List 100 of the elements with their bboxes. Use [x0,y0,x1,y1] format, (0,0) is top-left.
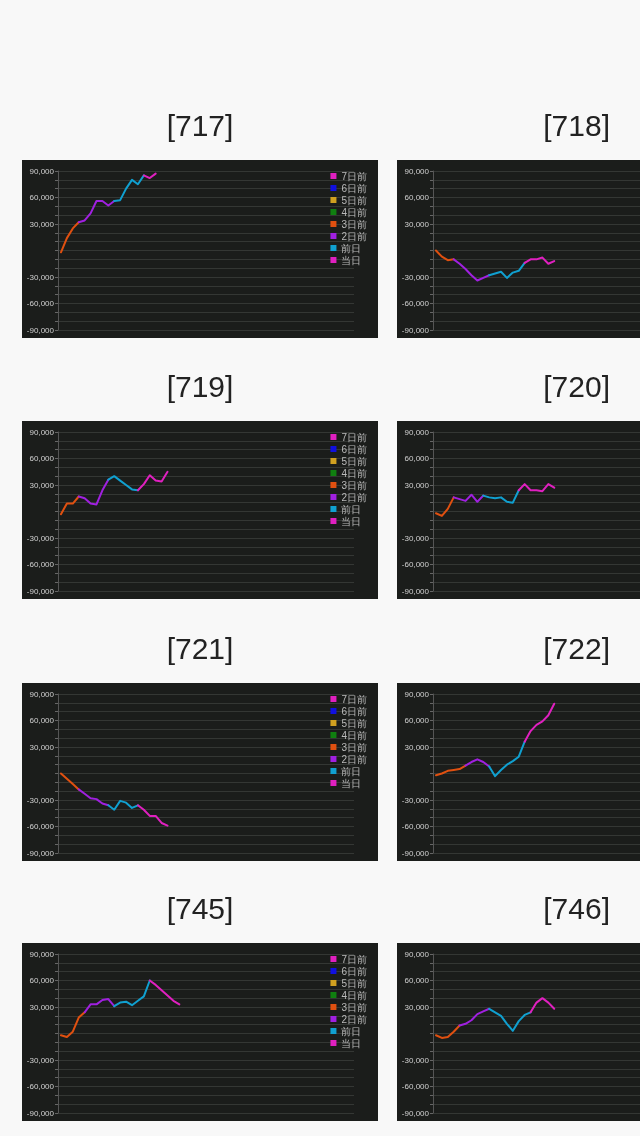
y-tick-label: 60,000 [29,193,55,202]
legend-label: 3日前 [341,1001,367,1013]
y-tick-label: 30,000 [404,480,430,490]
line-series [136,470,169,492]
y-tick-label: -90,000 [26,325,55,335]
line-series [77,478,110,506]
y-tick-label: -90,000 [26,586,55,596]
y-tick-label: 90,000 [29,427,55,437]
legend-label: 3日前 [341,218,367,230]
legend-label: 7日前 [341,170,367,182]
legend-label: 6日前 [341,705,367,717]
y-tick-label: 90,000 [404,166,430,176]
y-tick-label: -60,000 [26,299,55,308]
y-tick-label: 30,000 [404,219,430,229]
legend-label: 前日 [341,242,362,254]
line-series [136,804,169,827]
legend-label: 当日 [341,515,362,527]
y-tick-label: -90,000 [401,325,430,335]
legend-label: 2日前 [341,230,367,242]
y-tick-label: 60,000 [29,454,55,463]
line-series [452,258,491,282]
legend-label: 3日前 [341,479,367,491]
line-series [113,979,151,1008]
y-tick-label: -30,000 [401,272,430,282]
y-tick-label: -30,000 [26,1055,55,1065]
y-tick-label: -60,000 [401,822,430,831]
legend-label: 4日前 [341,729,367,741]
y-tick-label: -30,000 [26,272,55,282]
y-tick-label: 90,000 [29,166,55,176]
line-series [59,1011,86,1039]
y-tick-label: -30,000 [26,795,55,805]
y-tick-label: 90,000 [29,689,55,699]
y-tick-label: 30,000 [29,1002,55,1012]
y-tick-label: 30,000 [29,742,55,752]
legend-label: 前日 [341,765,362,777]
legend-label: 6日前 [341,443,367,455]
y-tick-label: -30,000 [401,533,430,543]
line-series [434,496,455,517]
line-series [107,475,139,492]
y-tick-label: 60,000 [404,976,430,985]
legend-label: 5日前 [341,977,367,989]
y-tick-label: -90,000 [401,848,430,858]
y-tick-label: -60,000 [26,560,55,569]
line-series [482,489,520,504]
chart-title: [721] [165,631,235,667]
legend-label: 5日前 [341,194,367,206]
y-tick-label: 90,000 [404,949,430,959]
line-series [488,1007,532,1032]
legend-label: 4日前 [341,989,367,1001]
legend-label: 6日前 [341,965,367,977]
chart-title: [720] [542,369,610,405]
legend-label: 7日前 [341,953,367,965]
chart-title: [745] [165,891,235,927]
legend-label: 2日前 [341,491,367,503]
y-tick-label: -60,000 [26,1082,55,1091]
line-series [452,493,485,503]
line-series [458,1007,491,1027]
y-tick-label: 60,000 [29,716,55,725]
y-tick-label: 90,000 [404,427,430,437]
y-tick-label: -60,000 [401,1082,430,1091]
legend-label: 当日 [341,1037,362,1049]
y-tick-label: 60,000 [404,454,430,463]
y-tick-label: 60,000 [29,976,55,985]
line-series [488,261,526,279]
line-series [488,740,526,778]
line-series [523,702,556,743]
y-tick-label: 90,000 [404,689,430,699]
line-series [434,1024,461,1039]
y-tick-label: 30,000 [404,742,430,752]
legend-label: 6日前 [341,182,367,194]
line-series [59,772,80,791]
chart-title: [719] [165,369,235,405]
legend-label: 当日 [341,254,362,266]
line-series [523,256,556,265]
line-series [529,997,556,1014]
y-tick-label: -60,000 [26,822,55,831]
legend-label: 4日前 [341,467,367,479]
y-tick-label: 30,000 [404,1002,430,1012]
line-series [83,998,116,1014]
chart-title: [722] [542,631,610,667]
y-tick-label: -60,000 [401,299,430,308]
y-tick-label: -30,000 [26,533,55,543]
legend-label: 4日前 [341,206,367,218]
line-series [113,174,145,203]
line-series [148,979,181,1006]
y-tick-label: 60,000 [404,716,430,725]
legend-label: 2日前 [341,753,367,765]
y-tick-label: 90,000 [29,949,55,959]
legend-label: 5日前 [341,717,367,729]
y-tick-label: 30,000 [29,219,55,229]
y-tick-label: -30,000 [401,1055,430,1065]
line-series [434,764,467,777]
line-series [77,200,116,224]
line-series [107,799,139,811]
y-tick-label: -60,000 [401,560,430,569]
y-tick-label: -90,000 [401,1108,430,1118]
y-tick-label: 60,000 [404,193,430,202]
y-tick-label: -90,000 [26,1108,55,1118]
line-series [464,758,491,768]
line-series [517,483,556,493]
